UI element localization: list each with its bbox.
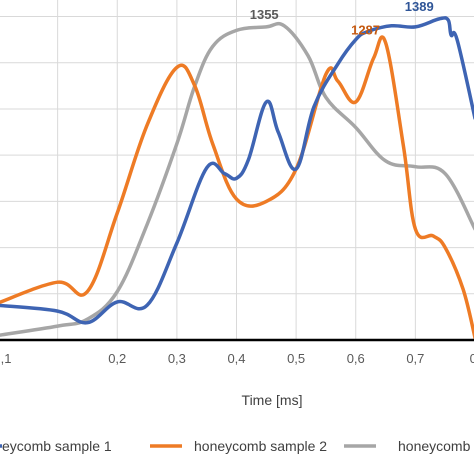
x-tick-label: 0,5 (287, 351, 305, 366)
data-annotations: 1355 1287 1389 (250, 0, 434, 38)
series-line-3 (0, 21, 474, 337)
x-tick-labels: ,1 0,2 0,3 0,4 0,5 0,6 0,7 0, (1, 351, 474, 366)
x-tick-label: ,1 (1, 351, 12, 366)
legend-label: honeycomb sample 2 (194, 438, 327, 454)
x-tick-label: 0, (470, 351, 474, 366)
series-line-2 (0, 35, 474, 340)
legend-label: honeycomb sa (398, 438, 474, 454)
x-tick-label: 0,3 (168, 351, 186, 366)
data-label: 1355 (250, 7, 279, 22)
series-line-1 (0, 16, 474, 325)
x-tick-label: 0,7 (406, 351, 424, 366)
x-tick-label: 0,6 (347, 351, 365, 366)
x-axis-title: Time [ms] (242, 392, 303, 408)
x-tick-label: 0,4 (227, 351, 245, 366)
data-label: 1287 (351, 23, 380, 38)
x-tick-label: 0,2 (108, 351, 126, 366)
data-label: 1389 (405, 0, 434, 14)
legend: eycomb sample 1 honeycomb sample 2 honeyco… (0, 438, 474, 454)
series-layer (0, 16, 474, 340)
legend-label: eycomb sample 1 (2, 438, 112, 454)
